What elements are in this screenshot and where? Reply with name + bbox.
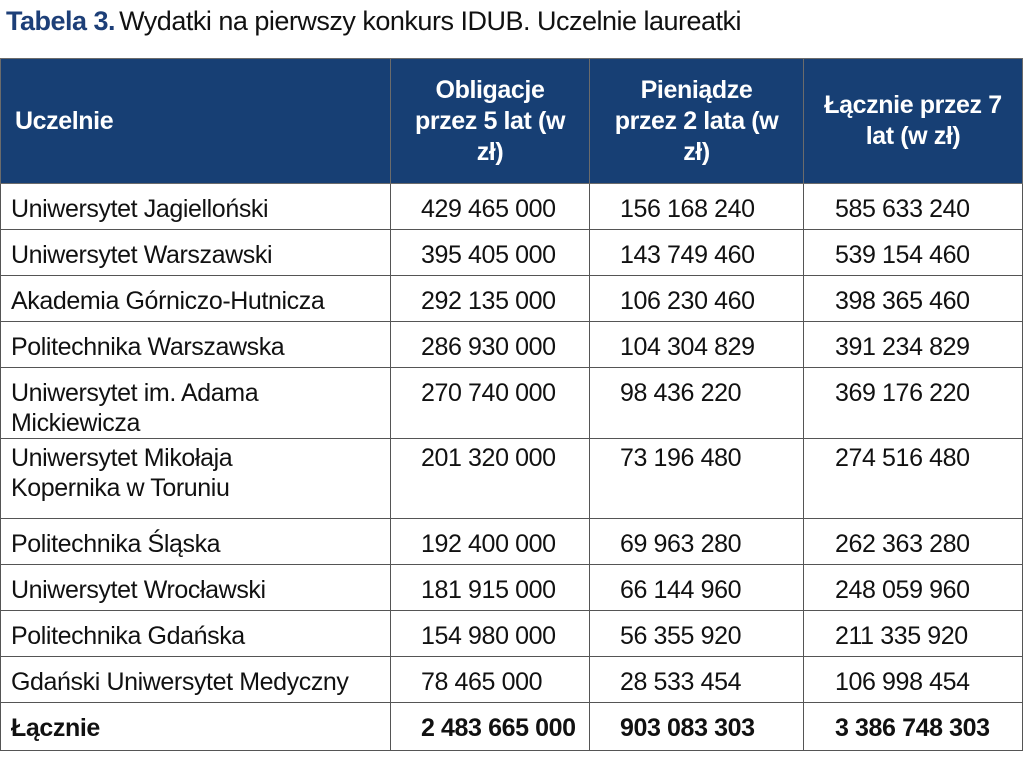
money-value: 104 304 829 [589,321,804,368]
total-value: 211 335 920 [803,610,1023,657]
university-name: Akademia Górniczo-Hutnicza [0,275,391,322]
total-label: Łącznie [0,702,391,751]
money-value: 66 144 960 [589,564,804,611]
bonds-value: 181 915 000 [390,564,590,611]
header-universities: Uczelnie [0,58,391,184]
total-value: 391 234 829 [803,321,1023,368]
bonds-value: 78 465 000 [390,656,590,703]
table-row: Politechnika Śląska 192 400 000 69 963 2… [0,518,1023,565]
table-row: Politechnika Gdańska 154 980 000 56 355 … [0,610,1023,657]
header-bonds-5-years: Obligacje przez 5 lat (w zł) [390,58,590,184]
total-value: 585 633 240 [803,183,1023,230]
total-value: 248 059 960 [803,564,1023,611]
table-row: Uniwersytet Mikołaja Kopernika w Toruniu… [0,438,1023,519]
total-bonds-value: 2 483 665 000 [390,702,590,751]
table-row: Uniwersytet Jagielloński 429 465 000 156… [0,183,1023,230]
bonds-value: 201 320 000 [390,438,590,519]
money-value: 73 196 480 [589,438,804,519]
university-name: Gdański Uniwersytet Medyczny [0,656,391,703]
table-row: Gdański Uniwersytet Medyczny 78 465 000 … [0,656,1023,703]
header-row: Uczelnie Obligacje przez 5 lat (w zł) Pi… [0,58,1023,184]
university-name: Uniwersytet Mikołaja Kopernika w Toruniu [0,438,391,519]
table-caption-title: Wydatki na pierwszy konkurs IDUB. Uczeln… [119,6,742,36]
total-value: 106 998 454 [803,656,1023,703]
table-caption-number: Tabela 3. [6,6,116,36]
bonds-value: 292 135 000 [390,275,590,322]
bonds-value: 154 980 000 [390,610,590,657]
total-row: Łącznie 2 483 665 000 903 083 303 3 386 … [0,702,1023,751]
total-value: 262 363 280 [803,518,1023,565]
total-value: 539 154 460 [803,229,1023,276]
bonds-value: 270 740 000 [390,367,590,439]
university-name: Uniwersytet im. Adama Mickiewicza [0,367,391,439]
expenses-table: Uczelnie Obligacje przez 5 lat (w zł) Pi… [0,58,1023,751]
bonds-value: 286 930 000 [390,321,590,368]
table-header: Uczelnie Obligacje przez 5 lat (w zł) Pi… [0,58,1023,184]
money-value: 106 230 460 [589,275,804,322]
university-name: Uniwersytet Wrocławski [0,564,391,611]
bonds-value: 429 465 000 [390,183,590,230]
total-money-value: 903 083 303 [589,702,804,751]
table-row: Uniwersytet im. Adama Mickiewicza 270 74… [0,367,1023,439]
university-name: Politechnika Warszawska [0,321,391,368]
university-name: Politechnika Gdańska [0,610,391,657]
total-value: 274 516 480 [803,438,1023,519]
university-name: Politechnika Śląska [0,518,391,565]
total-value: 369 176 220 [803,367,1023,439]
money-value: 98 436 220 [589,367,804,439]
header-total-7-years-label: Łącznie przez 7 lat (w zł) [824,91,1002,150]
header-bonds-5-years-label: Obligacje przez 5 lat (w zł) [415,75,565,166]
header-money-2-years: Pieniądze przez 2 lata (w zł) [589,58,804,184]
university-name: Uniwersytet Warszawski [0,229,391,276]
bonds-value: 395 405 000 [390,229,590,276]
money-value: 143 749 460 [589,229,804,276]
header-money-2-years-label: Pieniądze przez 2 lata (w zł) [614,75,779,166]
table-row: Uniwersytet Wrocławski 181 915 000 66 14… [0,564,1023,611]
grand-total-value: 3 386 748 303 [803,702,1023,751]
university-name: Uniwersytet Jagielloński [0,183,391,230]
total-value: 398 365 460 [803,275,1023,322]
university-name-text: Uniwersytet Mikołaja Kopernika w Toruniu [11,444,233,502]
header-total-7-years: Łącznie przez 7 lat (w zł) [803,58,1023,184]
money-value: 56 355 920 [589,610,804,657]
table-body: Uniwersytet Jagielloński 429 465 000 156… [0,183,1023,751]
table-row: Politechnika Warszawska 286 930 000 104 … [0,321,1023,368]
money-value: 69 963 280 [589,518,804,565]
money-value: 156 168 240 [589,183,804,230]
table-caption: Tabela 3. Wydatki na pierwszy konkurs IDU… [6,6,742,37]
bonds-value: 192 400 000 [390,518,590,565]
table-row: Akademia Górniczo-Hutnicza 292 135 000 1… [0,275,1023,322]
table-row: Uniwersytet Warszawski 395 405 000 143 7… [0,229,1023,276]
money-value: 28 533 454 [589,656,804,703]
